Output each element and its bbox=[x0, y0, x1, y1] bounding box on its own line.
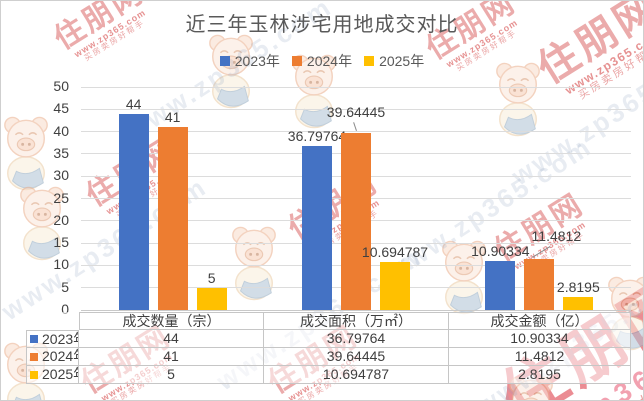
table-year-label: 2023年 bbox=[42, 330, 78, 347]
data-label: 44 bbox=[125, 95, 142, 112]
data-label: 2.8195 bbox=[556, 279, 600, 296]
table-value-cell: 11.4812 bbox=[449, 348, 631, 366]
bar-2025年-成交金额（亿） bbox=[563, 297, 594, 310]
data-label: 5 bbox=[207, 269, 216, 286]
legend-label: 2025年 bbox=[379, 53, 425, 69]
table-header-cell: 成交金额（亿） bbox=[449, 312, 631, 330]
y-axis-tick-label: 15 bbox=[53, 234, 69, 251]
legend-label: 2024年 bbox=[306, 53, 353, 69]
bar-2024年-成交金额（亿） bbox=[524, 258, 555, 310]
table-value-cell: 36.79764 bbox=[264, 330, 449, 348]
table-year-label: 2024年 bbox=[42, 348, 78, 364]
table-value-cell: 41 bbox=[79, 348, 264, 366]
legend-item-2024年: 2024年 bbox=[291, 51, 353, 71]
table-value-cell: 39.64445 bbox=[264, 348, 449, 366]
table-year-cell: 2023年 bbox=[26, 330, 79, 348]
chart-title: 近三年玉林涉宅用地成交对比 bbox=[185, 14, 459, 36]
gridline bbox=[81, 86, 631, 88]
data-label: 11.4812 bbox=[531, 227, 582, 244]
bar-2024年-成交数量（宗） bbox=[157, 127, 188, 310]
legend: 2023年 2024年 2025年 bbox=[1, 51, 643, 71]
table-value-cell: 10.694787 bbox=[264, 366, 449, 384]
series-key-icon bbox=[30, 352, 38, 361]
gridline bbox=[81, 131, 631, 133]
y-axis: 0 5 10 15 20 25 30 35 40 45 50 bbox=[21, 78, 69, 317]
legend-item-2023年: 2023年 bbox=[219, 51, 280, 71]
legend-label: 2023年 bbox=[234, 53, 280, 69]
legend-swatch-icon bbox=[364, 56, 375, 66]
gridline bbox=[81, 108, 631, 110]
data-label: 41 bbox=[164, 109, 181, 126]
y-axis-tick-label: 0 bbox=[61, 301, 69, 317]
data-table: 成交数量（宗）成交面积（万㎡）成交金额（亿）2023年4436.7976410.… bbox=[26, 312, 631, 384]
y-axis-tick-label: 10 bbox=[53, 256, 69, 273]
bar-2024年-成交面积（万㎡） bbox=[341, 133, 371, 310]
table-year-label: 2025年 bbox=[42, 366, 78, 382]
series-key-icon bbox=[30, 335, 38, 343]
legend-item-2025年: 2025年 bbox=[364, 51, 424, 71]
legend-swatch-icon bbox=[291, 56, 302, 66]
table-corner-cell bbox=[26, 312, 79, 330]
data-label: 36.79764 bbox=[287, 127, 347, 144]
series-key-icon bbox=[30, 370, 38, 379]
y-axis-tick-label: 40 bbox=[53, 122, 69, 139]
table-value-cell: 10.90334 bbox=[449, 330, 631, 348]
y-axis-tick-label: 35 bbox=[53, 144, 69, 161]
bar-2023年-成交数量（宗） bbox=[118, 113, 149, 310]
table-value-cell: 44 bbox=[79, 330, 264, 348]
table-value-cell: 2.8195 bbox=[449, 366, 631, 384]
table-value-cell: 5 bbox=[79, 366, 264, 384]
y-axis-tick-label: 25 bbox=[53, 189, 69, 206]
data-label: 10.694787 bbox=[361, 244, 429, 261]
y-axis-tick-label: 30 bbox=[53, 167, 69, 184]
bar-2023年-成交金额（亿） bbox=[485, 261, 516, 310]
y-axis-tick-label: 45 bbox=[53, 100, 69, 117]
y-axis-tick-label: 5 bbox=[61, 278, 69, 295]
y-axis-tick-label: 20 bbox=[53, 211, 69, 228]
plot-area: 44 36.79764 10.90334 41 39.64445 11.4812 5 10.6… bbox=[81, 86, 631, 311]
table-year-cell: 2025年 bbox=[26, 366, 79, 384]
y-axis-tick-label: 50 bbox=[53, 78, 69, 94]
data-label: 10.90334 bbox=[471, 243, 530, 260]
bar-2025年-成交面积（万㎡） bbox=[380, 262, 410, 310]
data-label: 39.64445 bbox=[326, 104, 386, 121]
bar-2025年-成交数量（宗） bbox=[196, 287, 227, 310]
gridline bbox=[81, 309, 631, 311]
legend-swatch-icon bbox=[219, 56, 230, 66]
table-header-row: 成交数量（宗） 成交面积（万㎡） 成交金额（亿） bbox=[26, 312, 631, 330]
bar-2023年-成交面积（万㎡） bbox=[302, 145, 332, 310]
table-header-cell: 成交面积（万㎡） bbox=[264, 312, 449, 330]
table-header-cell: 成交数量（宗） bbox=[79, 312, 264, 330]
table-year-cell: 2024年 bbox=[26, 348, 79, 366]
